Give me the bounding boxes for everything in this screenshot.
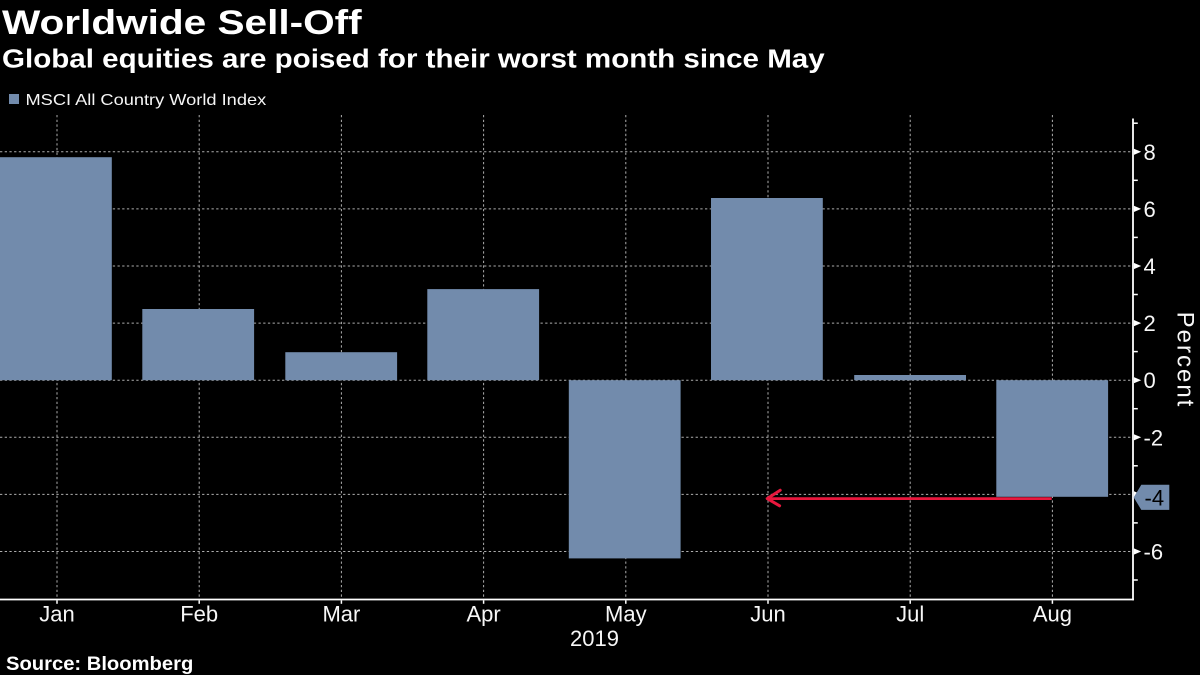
- svg-text:MSCI All Country World Index: MSCI All Country World Index: [26, 90, 267, 109]
- svg-text:-6: -6: [1144, 540, 1164, 565]
- svg-text:Global equities are poised for: Global equities are poised for their wor…: [2, 44, 825, 73]
- svg-text:Jan: Jan: [39, 602, 74, 627]
- svg-text:Worldwide Sell-Off: Worldwide Sell-Off: [2, 3, 362, 41]
- svg-text:8: 8: [1144, 140, 1156, 165]
- svg-text:0: 0: [1144, 368, 1156, 393]
- svg-text:Jul: Jul: [896, 602, 924, 627]
- svg-text:Percent: Percent: [1172, 312, 1199, 409]
- svg-text:Feb: Feb: [180, 602, 218, 627]
- svg-text:Source: Bloomberg: Source: Bloomberg: [6, 654, 193, 675]
- svg-text:Aug: Aug: [1033, 602, 1072, 627]
- svg-text:4: 4: [1144, 254, 1156, 279]
- svg-text:Mar: Mar: [322, 602, 360, 627]
- svg-text:May: May: [605, 602, 647, 627]
- svg-text:6: 6: [1144, 197, 1156, 222]
- svg-text:-2: -2: [1144, 425, 1164, 450]
- svg-text:Apr: Apr: [466, 602, 500, 627]
- svg-text:-4: -4: [1145, 485, 1165, 510]
- svg-text:2019: 2019: [570, 626, 619, 651]
- svg-text:Jun: Jun: [750, 602, 785, 627]
- svg-text:2: 2: [1144, 311, 1156, 336]
